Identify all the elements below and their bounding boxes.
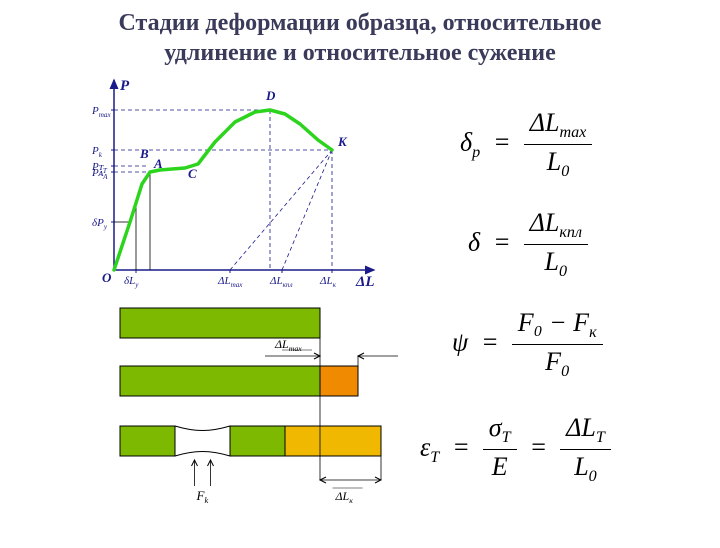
svg-text:Pmax: Pmax — [91, 105, 111, 119]
equation-epsilon-t: εT = σTE = ΔLTL0 — [420, 413, 611, 486]
svg-text:A: A — [153, 156, 163, 171]
svg-text:δLy: δLy — [124, 275, 139, 289]
svg-text:O: O — [102, 270, 112, 285]
svg-text:ΔLmax: ΔLmax — [217, 275, 243, 289]
svg-text:D: D — [265, 88, 276, 103]
svg-text:C: C — [188, 166, 197, 181]
bars-svg: ΔLmax ΔLк Fk — [100, 298, 430, 528]
equation-psi: ψ = F₀ − FкF0 — [452, 308, 603, 381]
svg-text:ΔL: ΔL — [355, 274, 375, 290]
equation-delta: δ = ΔLкплL0 — [468, 208, 588, 281]
content: PΔLOPᴀAPᴛTPkPmaxδPyδLyΔLmaxΔLкплΔLкABCDK… — [0, 68, 720, 548]
equations: δp = ΔLmaxL0 δ = ΔLкплL0 ψ = F₀ − FкF0 ε… — [420, 98, 700, 528]
svg-text:PᴛT: PᴛT — [91, 161, 108, 175]
svg-text:ΔLmax: ΔLmax — [274, 337, 302, 353]
svg-text:K: K — [337, 134, 348, 149]
specimen-bars: ΔLmax ΔLк Fk — [100, 298, 430, 528]
svg-text:ΔLк: ΔLк — [319, 275, 337, 289]
svg-text:B: B — [139, 146, 149, 161]
title-line-2: удлинение и относительное сужение — [164, 40, 555, 66]
page-title: Стадии деформации образца, относительное… — [0, 0, 720, 68]
title-line-1: Стадии деформации образца, относительное — [119, 10, 602, 36]
svg-text:Fk: Fk — [196, 488, 209, 505]
svg-text:P: P — [120, 78, 130, 94]
chart-svg: PΔLOPᴀAPᴛTPkPmaxδPyδLyΔLmaxΔLкплΔLкABCDK — [90, 72, 390, 292]
stress-strain-chart: PΔLOPᴀAPᴛTPkPmaxδPyδLyΔLmaxΔLкплΔLкABCDK — [90, 72, 390, 292]
svg-text:Pk: Pk — [91, 145, 103, 159]
svg-text:ΔLк: ΔLк — [335, 489, 354, 505]
svg-text:ΔLкпл: ΔLкпл — [269, 275, 293, 289]
equation-delta-p: δp = ΔLmaxL0 — [460, 108, 592, 181]
svg-text:δPy: δPy — [92, 217, 108, 231]
